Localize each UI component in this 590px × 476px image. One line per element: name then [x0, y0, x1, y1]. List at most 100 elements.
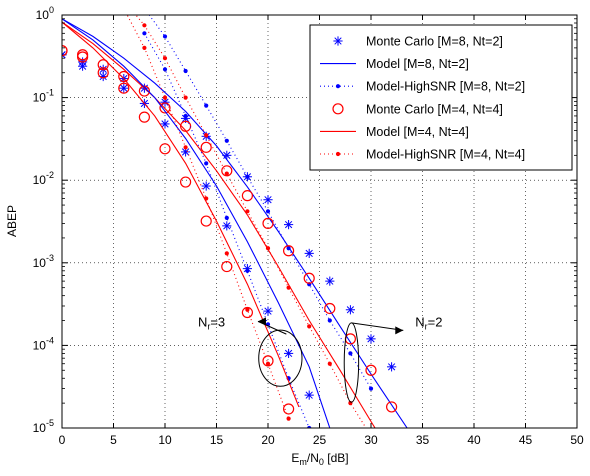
- data-point-dot: [307, 425, 312, 428]
- asterisk-stroke: [243, 264, 252, 273]
- x-axis-label: Em/N0 [dB]: [291, 451, 348, 467]
- data-point-dot: [286, 246, 291, 251]
- data-point-asterisk: [263, 306, 273, 316]
- annotation-arrowhead: [395, 326, 404, 335]
- data-point-asterisk: [160, 119, 170, 129]
- legend-box: [309, 24, 573, 171]
- asterisk-stroke: [181, 114, 190, 123]
- legend-item: Monte Carlo [M=4, Nt=4]: [332, 102, 503, 116]
- x-tick-label: 5: [110, 433, 117, 447]
- x-tick-label: 20: [261, 433, 275, 447]
- data-point-dot: [162, 56, 168, 61]
- legend-label: Model [M=4, Nt=4]: [366, 125, 469, 139]
- series-2: [148, 15, 374, 391]
- x-tick-label: 10: [158, 433, 172, 447]
- data-point-asterisk: [181, 147, 191, 157]
- asterisk-stroke: [305, 391, 313, 399]
- data-point-dot: [162, 34, 168, 39]
- legend-label: Monte Carlo [M=8, Nt=2]: [366, 35, 503, 49]
- data-point-dot: [224, 215, 229, 220]
- data-point-circle: [159, 102, 171, 114]
- data-point-dot: [204, 196, 209, 201]
- x-tick-label: 0: [59, 433, 66, 447]
- y-tick-label: 100: [36, 5, 54, 22]
- data-point-asterisk: [325, 276, 335, 286]
- asterisk-stroke: [284, 349, 293, 358]
- x-tick-label: 25: [313, 433, 327, 447]
- annotation-ellipse: [258, 329, 303, 387]
- data-point-dot: [245, 174, 250, 179]
- data-point-dot: [335, 151, 341, 157]
- data-point-asterisk: [366, 334, 376, 344]
- data-point-dot: [142, 31, 147, 36]
- asterisk-stroke: [346, 306, 355, 314]
- data-point-dot: [335, 84, 341, 89]
- x-tick-label: 30: [364, 433, 378, 447]
- asterisk-stroke: [202, 182, 210, 190]
- data-point-asterisk: [263, 195, 273, 205]
- data-point-circle: [97, 59, 109, 71]
- legend: Monte Carlo [M=8, Nt=2] Model [M=8, Nt=2]…: [309, 24, 573, 171]
- asterisk-stroke: [78, 62, 87, 70]
- annotation-label: Nr=2: [415, 314, 442, 331]
- series-9: [62, 45, 295, 415]
- x-tick-label: 40: [467, 433, 481, 447]
- annotation-label: Nr=3: [198, 314, 225, 331]
- x-tick-label: 15: [210, 433, 224, 447]
- data-point-circle: [118, 82, 130, 94]
- x-tick-label: 50: [570, 433, 584, 447]
- annotation-ellipse: [343, 322, 360, 403]
- y-tick-label: 10-3: [33, 253, 54, 270]
- data-point-asterisk: [284, 348, 294, 359]
- data-point-dot: [348, 351, 353, 356]
- data-point-circle: [365, 364, 377, 376]
- series-dotted-line: [148, 15, 372, 389]
- data-point-asterisk: [201, 181, 211, 191]
- data-point-dot: [183, 68, 188, 74]
- data-point-circle: [221, 165, 233, 177]
- data-point-circle: [180, 176, 192, 188]
- asterisk-stroke: [264, 196, 272, 204]
- legend-item: Model-HighSNR [M=8, Nt=2]: [320, 80, 525, 94]
- data-point-circle: [138, 111, 150, 123]
- legend-label: Model [M=8, Nt=2]: [366, 57, 469, 71]
- y-tick-label: 10-1: [33, 88, 54, 105]
- data-point-circle: [324, 302, 336, 315]
- y-axis-label: ABEP: [5, 205, 19, 237]
- legend-label: Monte Carlo [M=4, Nt=4]: [366, 102, 503, 116]
- series-7: [62, 18, 331, 428]
- data-point-circle: [262, 355, 274, 367]
- data-point-circle: [200, 215, 212, 227]
- asterisk-stroke: [334, 37, 342, 45]
- legend-item: Model [M=4, Nt=4]: [320, 125, 469, 139]
- y-tick-label: 10-4: [33, 335, 54, 352]
- data-point-dot: [265, 246, 271, 251]
- data-point-dot: [245, 268, 250, 273]
- data-point-circle: [262, 217, 274, 229]
- data-point-circle: [303, 272, 315, 284]
- series-line: [62, 18, 331, 428]
- data-point-dot: [204, 133, 209, 138]
- y-tick-label: 10-5: [33, 418, 54, 435]
- series-8: [142, 31, 312, 428]
- data-point-asterisk: [345, 305, 355, 315]
- data-point-circle: [138, 85, 150, 97]
- data-point-circle: [97, 67, 109, 79]
- x-tick-label: 35: [416, 433, 430, 447]
- annotation-layer: Nr=3 Nr=2: [198, 314, 443, 403]
- data-point-dot: [142, 23, 147, 28]
- data-point-asterisk: [119, 83, 129, 93]
- data-point-dot: [327, 318, 332, 323]
- asterisk-stroke: [181, 148, 190, 156]
- data-point-dot: [265, 209, 271, 214]
- data-point-dot: [183, 95, 188, 100]
- data-point-circle: [159, 143, 171, 155]
- series-line: [62, 21, 300, 408]
- data-point-asterisk: [284, 220, 294, 230]
- series-5: [135, 15, 367, 428]
- data-point-dot: [307, 324, 312, 329]
- data-point-dot: [204, 103, 209, 108]
- series-10: [62, 21, 300, 408]
- asterisk-stroke: [387, 363, 396, 371]
